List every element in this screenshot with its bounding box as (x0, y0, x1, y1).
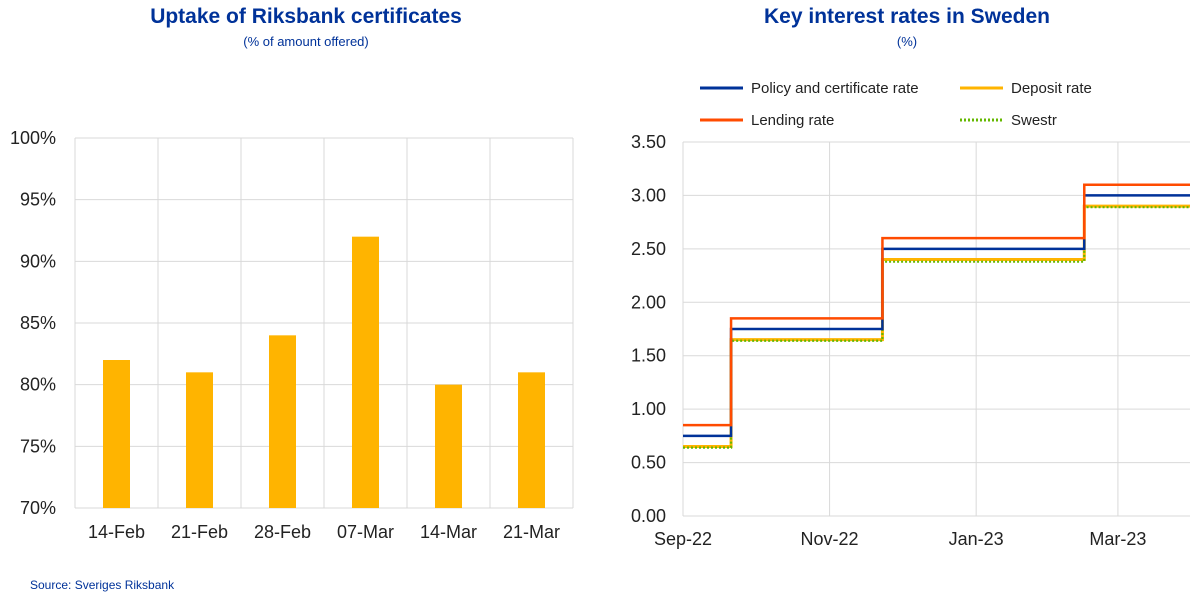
legend-label: Policy and certificate rate (751, 80, 919, 97)
line-chart: 0.00 0.50 1.00 1.50 2.00 2.50 3.00 3.50 Sep-22 No… (631, 80, 1190, 549)
y-tick-label: 3.50 (631, 132, 666, 152)
y-tick-label: 2.50 (631, 239, 666, 259)
series-line (683, 206, 1190, 449)
bar (352, 236, 379, 508)
left-chart-subtitle: (% of amount offered) (243, 34, 369, 49)
y-tick-label: 0.00 (631, 506, 666, 526)
legend-label: Deposit rate (1011, 80, 1092, 97)
series-line (683, 194, 1190, 438)
bar-chart: 70% 75% 80% 85% 90% 95% 100% 14-Feb 21-Feb 28-Feb… (10, 128, 574, 542)
left-chart-title: Uptake of Riksbank certificates (150, 5, 462, 28)
source-note: Source: Sveriges Riksbank (30, 578, 175, 592)
bar (186, 372, 213, 508)
x-tick-label: Jan-23 (949, 529, 1004, 549)
y-tick-label: 80% (20, 375, 56, 395)
bar (435, 384, 462, 508)
bar (269, 335, 296, 508)
legend-label: Lending rate (751, 112, 834, 129)
x-tick-label: Sep-22 (654, 529, 712, 549)
series-line (683, 183, 1190, 427)
series-line (683, 204, 1190, 449)
x-tick-label: Mar-23 (1089, 529, 1146, 549)
x-tick-label: 14-Feb (88, 522, 145, 542)
y-tick-label: 100% (10, 128, 56, 148)
y-tick-label: 2.00 (631, 292, 666, 312)
x-tick-label: 21-Feb (171, 522, 228, 542)
y-tick-label: 85% (20, 313, 56, 333)
x-tick-label: 14-Mar (420, 522, 477, 542)
x-tick-label: 28-Feb (254, 522, 311, 542)
y-tick-label: 0.50 (631, 453, 666, 473)
bar (518, 372, 545, 508)
right-chart-title: Key interest rates in Sweden (764, 5, 1050, 28)
x-tick-label: Nov-22 (801, 529, 859, 549)
y-tick-label: 1.50 (631, 346, 666, 366)
bar (103, 360, 130, 508)
y-tick-label: 1.00 (631, 399, 666, 419)
y-tick-label: 75% (20, 436, 56, 456)
y-tick-label: 3.00 (631, 185, 666, 205)
right-chart-subtitle: (%) (896, 34, 918, 49)
x-tick-label: 07-Mar (337, 522, 394, 542)
y-tick-label: 90% (20, 251, 56, 271)
x-tick-label: 21-Mar (503, 522, 560, 542)
y-tick-label: 70% (20, 498, 56, 518)
legend-label: Swestr (1011, 112, 1057, 129)
y-tick-label: 95% (20, 190, 56, 210)
